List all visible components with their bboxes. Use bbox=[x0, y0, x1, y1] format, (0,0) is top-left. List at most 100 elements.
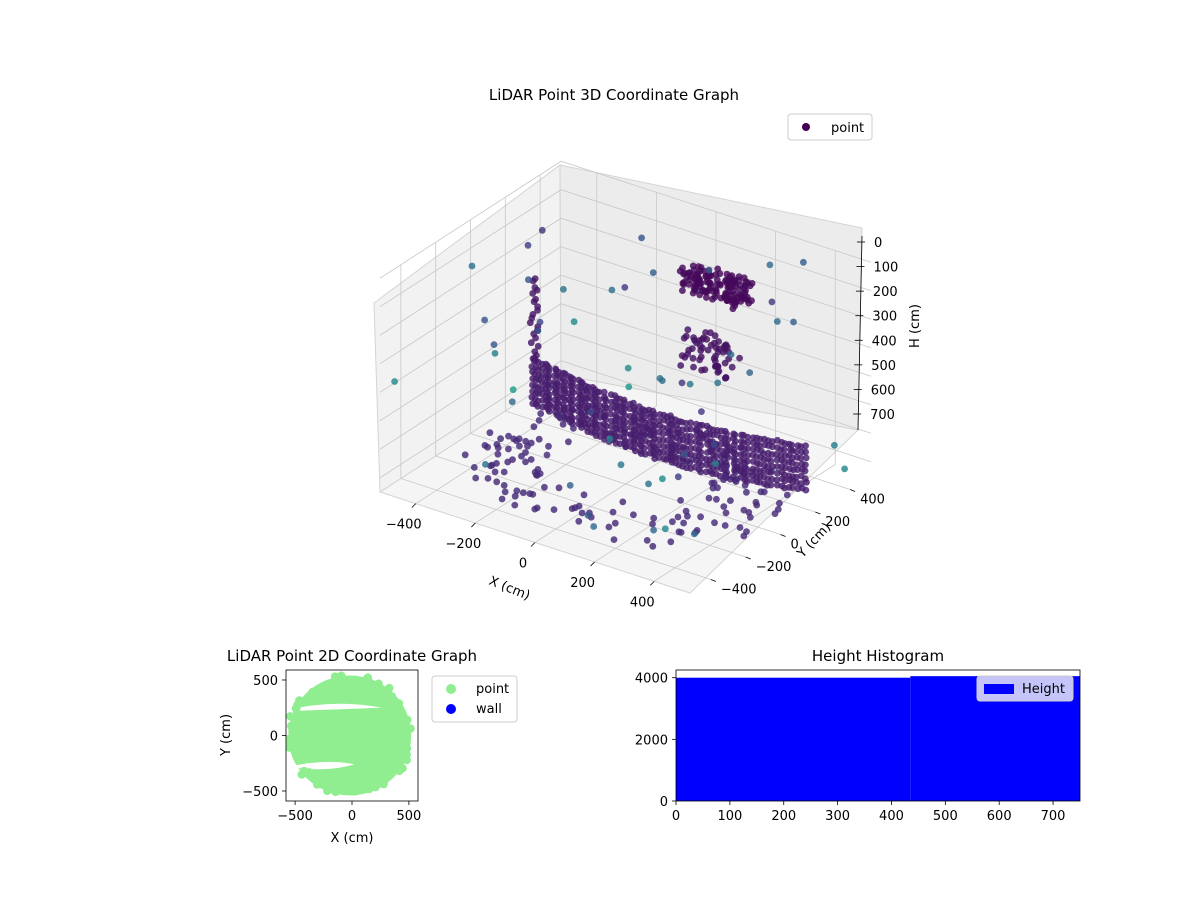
scatter-point-3d bbox=[692, 420, 700, 428]
scatter-point-3d bbox=[631, 416, 639, 424]
y-tick-label-2d: 0 bbox=[270, 730, 278, 745]
z-tick-label-3d: 100 bbox=[873, 261, 898, 276]
scatter-point-3d bbox=[484, 443, 491, 451]
scatter-point-3d bbox=[705, 278, 712, 286]
scatter-point-3d bbox=[500, 482, 508, 489]
scatter-point-3d bbox=[488, 461, 496, 469]
scatter-point-3d bbox=[592, 419, 599, 427]
scatter-point-3d bbox=[731, 302, 739, 310]
scatter-point-3d bbox=[535, 390, 542, 397]
scatter-point-3d bbox=[621, 412, 629, 419]
points-3d bbox=[391, 226, 848, 550]
scatter-point-3d bbox=[641, 407, 649, 415]
scatter-point-3d bbox=[744, 445, 752, 453]
scatter-point-3d bbox=[704, 346, 712, 354]
scatter-point-2d bbox=[398, 763, 407, 773]
scatter-point-3d bbox=[538, 226, 546, 234]
scatter-point-3d bbox=[697, 468, 705, 476]
grid-line-h bbox=[379, 303, 872, 422]
scatter-point-3d bbox=[723, 430, 730, 438]
scatter-point-2d bbox=[304, 768, 314, 777]
grid-line-h bbox=[379, 189, 872, 308]
scatter-point-3d bbox=[621, 399, 628, 407]
scatter-point-3d bbox=[698, 421, 706, 429]
scatter-point-3d bbox=[697, 448, 705, 456]
scatter-point-3d bbox=[766, 261, 774, 269]
scatter-point-3d bbox=[705, 494, 713, 502]
scatter-point-3d bbox=[713, 495, 720, 503]
scatter-point-3d bbox=[691, 336, 698, 344]
scatter-point-3d bbox=[711, 519, 718, 527]
scatter-point-3d bbox=[584, 395, 592, 402]
scatter-point-3d bbox=[537, 410, 545, 417]
scatter-point-3d bbox=[717, 294, 725, 302]
x-axis-label-2d: X (cm) bbox=[331, 831, 374, 846]
scatter-point-3d bbox=[545, 364, 553, 372]
x-tick-label-3d: −400 bbox=[386, 518, 422, 533]
scatter-point-3d bbox=[527, 439, 535, 447]
scatter-point-2d bbox=[305, 693, 314, 703]
scatter-point-3d bbox=[638, 423, 645, 431]
scatter-point-2d bbox=[314, 684, 324, 694]
scatter-point-3d bbox=[555, 381, 563, 389]
scatter-point-3d bbox=[745, 299, 753, 307]
x-tick-label-hist: 200 bbox=[771, 809, 796, 824]
scatter-point-3d bbox=[702, 329, 709, 336]
scatter-point-3d bbox=[631, 439, 639, 447]
scatter-point-3d bbox=[619, 498, 627, 506]
scatter-point-3d bbox=[534, 384, 542, 392]
scatter-point-3d bbox=[622, 443, 630, 450]
scatter-point-3d bbox=[668, 415, 676, 423]
grid-line-x bbox=[654, 250, 836, 582]
legend-hist-label-height: Height bbox=[1022, 682, 1065, 697]
scatter-point-3d bbox=[608, 398, 615, 406]
grid-line-y bbox=[400, 264, 712, 580]
scatter-point-3d bbox=[470, 464, 478, 471]
scatter-point-3d bbox=[621, 284, 629, 291]
scatter-point-3d bbox=[687, 450, 694, 458]
scatter-point-3d bbox=[468, 262, 476, 270]
scatter-point-3d bbox=[797, 472, 805, 480]
scatter-point-3d bbox=[391, 378, 398, 385]
scatter-point-3d bbox=[643, 537, 651, 544]
scatter-point-3d bbox=[490, 341, 498, 348]
scatter-point-3d bbox=[674, 513, 682, 521]
scatter-point-3d bbox=[703, 449, 711, 456]
scatter-point-3d bbox=[497, 435, 504, 443]
scatter-point-3d bbox=[709, 431, 717, 439]
grid-line-h bbox=[379, 246, 872, 365]
scatter-point-3d bbox=[731, 431, 739, 439]
y-tick-label-2d: −500 bbox=[242, 785, 278, 800]
scatter-point-3d bbox=[545, 372, 552, 380]
scatter-point-3d bbox=[722, 464, 730, 472]
scatter-point-3d bbox=[531, 370, 539, 378]
scatter-point-3d bbox=[731, 463, 739, 471]
scatter-point-3d bbox=[650, 410, 658, 418]
scatter-point-3d bbox=[534, 303, 541, 310]
scatter-point-3d bbox=[578, 424, 585, 431]
scatter-point-3d bbox=[740, 431, 747, 439]
scatter-point-3d bbox=[555, 411, 563, 419]
scatter-point-3d bbox=[773, 456, 781, 464]
scatter-point-3d bbox=[674, 473, 682, 481]
scatter-point-3d bbox=[788, 441, 796, 449]
scatter-point-3d bbox=[752, 498, 760, 506]
scatter-point-3d bbox=[669, 518, 676, 526]
scatter-point-3d bbox=[741, 284, 748, 292]
scatter-point-2d bbox=[398, 747, 408, 756]
scatter-point-3d bbox=[625, 383, 633, 391]
scatter-point-3d bbox=[727, 296, 735, 304]
scatter-point-3d bbox=[689, 289, 697, 297]
scatter-point-3d bbox=[675, 455, 683, 462]
scatter-point-3d bbox=[568, 505, 576, 512]
scatter-point-3d bbox=[743, 458, 751, 465]
scatter-point-3d bbox=[675, 461, 683, 469]
legend-2d-marker-point bbox=[446, 684, 456, 694]
scatter-point-2d bbox=[385, 683, 394, 693]
scatter-point-3d bbox=[800, 258, 807, 266]
y-tick-label-3d: −200 bbox=[756, 560, 792, 575]
scatter-point-3d bbox=[613, 406, 621, 414]
scatter-point-3d bbox=[531, 348, 539, 355]
legend-3d-label-point: point bbox=[831, 121, 864, 136]
scatter-point-3d bbox=[711, 357, 719, 365]
